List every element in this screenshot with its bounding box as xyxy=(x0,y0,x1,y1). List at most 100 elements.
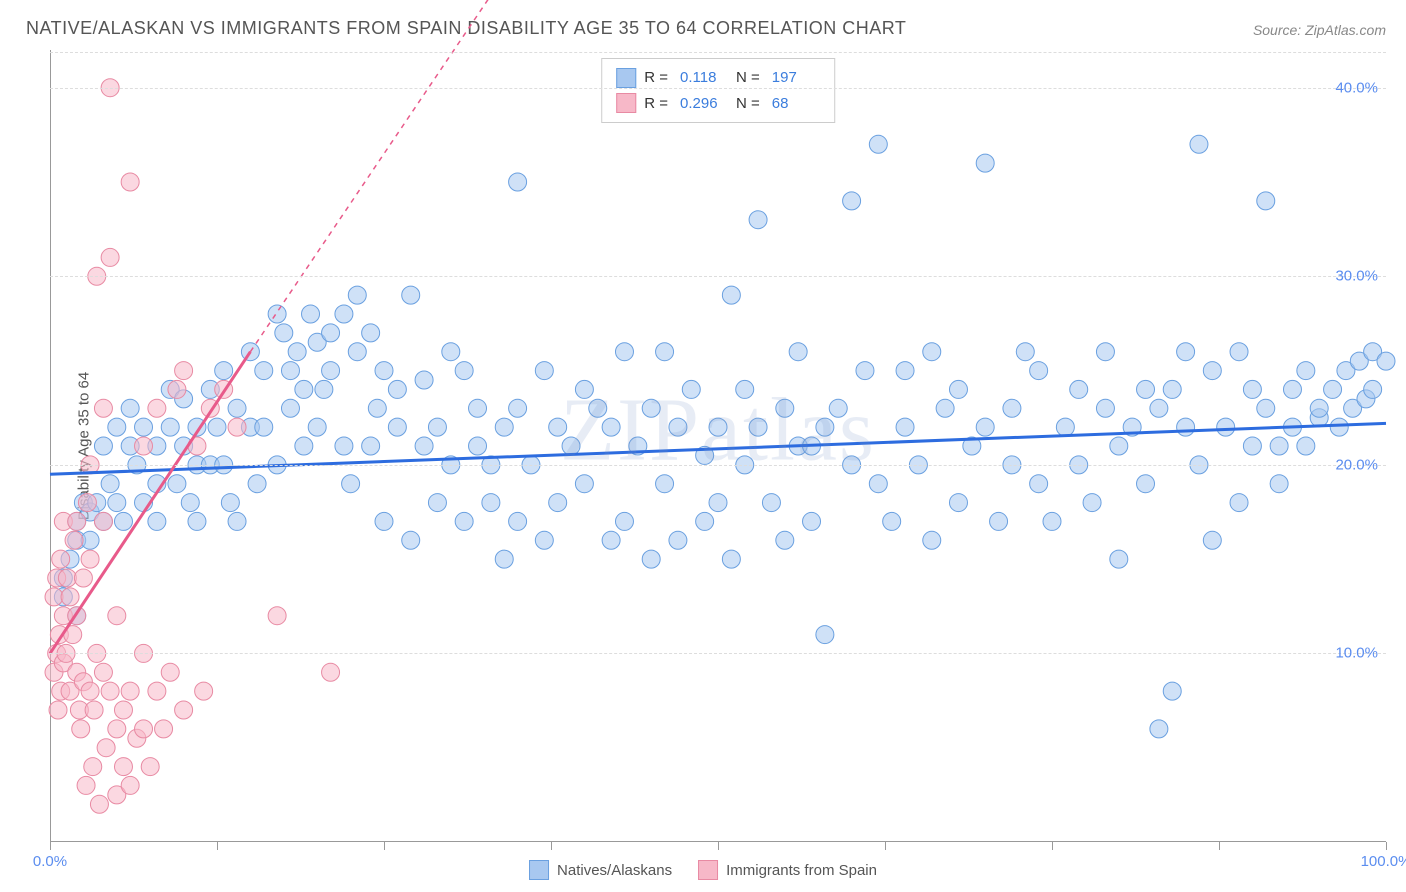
data-point xyxy=(722,550,740,568)
data-point xyxy=(415,437,433,455)
data-point xyxy=(45,588,63,606)
data-point xyxy=(90,795,108,813)
x-tick xyxy=(718,842,719,850)
data-point xyxy=(495,418,513,436)
data-point xyxy=(101,475,119,493)
gridline xyxy=(50,52,1386,53)
data-point xyxy=(322,663,340,681)
data-point xyxy=(121,173,139,191)
data-point xyxy=(114,701,132,719)
data-point xyxy=(1163,380,1181,398)
data-point xyxy=(94,399,112,417)
data-point xyxy=(281,362,299,380)
data-point xyxy=(322,324,340,342)
data-point xyxy=(375,512,393,530)
data-point xyxy=(549,494,567,512)
data-point xyxy=(776,399,794,417)
data-point xyxy=(428,494,446,512)
data-point xyxy=(228,399,246,417)
data-point xyxy=(709,418,727,436)
data-point xyxy=(1257,192,1275,210)
data-point xyxy=(415,371,433,389)
data-point xyxy=(1270,437,1288,455)
data-point xyxy=(1297,362,1315,380)
legend-swatch-blue xyxy=(616,68,636,88)
data-point xyxy=(308,418,326,436)
data-point xyxy=(108,607,126,625)
data-point xyxy=(228,418,246,436)
data-point xyxy=(749,418,767,436)
data-point xyxy=(1364,380,1382,398)
data-point xyxy=(388,418,406,436)
data-point xyxy=(1190,135,1208,153)
scatter-svg xyxy=(50,50,1386,842)
n-label: N = xyxy=(736,65,760,91)
data-point xyxy=(268,305,286,323)
data-point xyxy=(575,475,593,493)
data-point xyxy=(52,550,70,568)
data-point xyxy=(535,531,553,549)
data-point xyxy=(74,569,92,587)
legend-row: R = 0.118 N = 197 xyxy=(616,65,820,91)
data-point xyxy=(535,362,553,380)
data-point xyxy=(1203,362,1221,380)
data-point xyxy=(49,701,67,719)
source-attribution: Source: ZipAtlas.com xyxy=(1253,22,1386,38)
data-point xyxy=(1110,437,1128,455)
data-point xyxy=(469,437,487,455)
data-point xyxy=(749,211,767,229)
data-point xyxy=(322,362,340,380)
data-point xyxy=(736,380,754,398)
data-point xyxy=(342,475,360,493)
legend-label: Natives/Alaskans xyxy=(557,862,672,879)
data-point xyxy=(1150,720,1168,738)
data-point xyxy=(58,569,76,587)
data-point xyxy=(248,475,266,493)
data-point xyxy=(302,305,320,323)
data-point xyxy=(1083,494,1101,512)
data-point xyxy=(141,758,159,776)
data-point xyxy=(1070,380,1088,398)
data-point xyxy=(81,550,99,568)
data-point xyxy=(615,343,633,361)
data-point xyxy=(856,362,874,380)
data-point xyxy=(816,418,834,436)
n-value: 197 xyxy=(772,65,820,91)
data-point xyxy=(1324,380,1342,398)
data-point xyxy=(135,437,153,455)
data-point xyxy=(1096,343,1114,361)
data-point xyxy=(85,701,103,719)
data-point xyxy=(1096,399,1114,417)
data-point xyxy=(295,437,313,455)
data-point xyxy=(509,399,527,417)
legend-row: R = 0.296 N = 68 xyxy=(616,91,820,117)
data-point xyxy=(1230,494,1248,512)
data-point xyxy=(1137,380,1155,398)
data-point xyxy=(135,720,153,738)
data-point xyxy=(936,399,954,417)
data-point xyxy=(161,663,179,681)
x-tick xyxy=(1386,842,1387,850)
data-point xyxy=(375,362,393,380)
data-point xyxy=(816,626,834,644)
data-point xyxy=(1043,512,1061,530)
data-point xyxy=(335,437,353,455)
data-point xyxy=(1257,399,1275,417)
data-point xyxy=(1016,343,1034,361)
data-point xyxy=(789,343,807,361)
data-point xyxy=(402,286,420,304)
data-point xyxy=(562,437,580,455)
data-point xyxy=(108,720,126,738)
data-point xyxy=(77,776,95,794)
data-point xyxy=(896,418,914,436)
gridline xyxy=(50,653,1386,654)
x-tick xyxy=(1219,842,1220,850)
y-tick-label: 10.0% xyxy=(1335,645,1378,662)
data-point xyxy=(1030,475,1048,493)
data-point xyxy=(181,494,199,512)
data-point xyxy=(949,380,967,398)
gridline xyxy=(50,465,1386,466)
data-point xyxy=(669,418,687,436)
gridline xyxy=(50,276,1386,277)
data-point xyxy=(268,607,286,625)
